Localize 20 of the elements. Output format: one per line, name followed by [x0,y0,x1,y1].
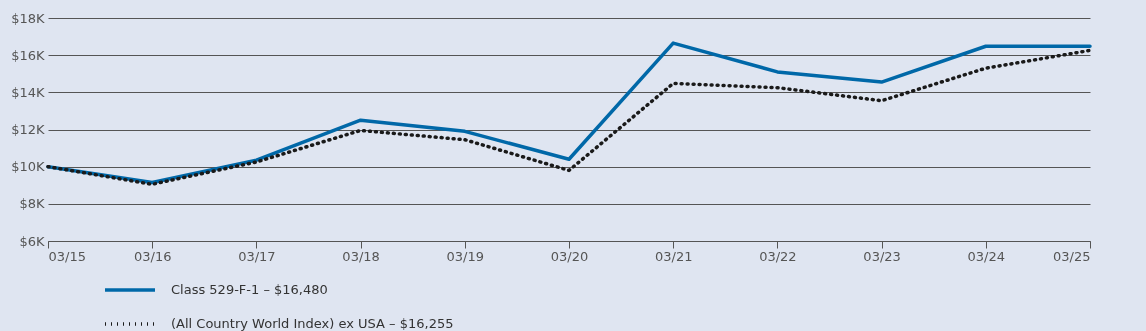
x-tick-label: 03/22 [759,248,797,264]
x-tick-label: 03/18 [342,248,380,264]
x-tick-label: 03/16 [133,248,172,264]
y-tick-label: $16K [11,47,45,63]
x-tick-label: 03/23 [863,248,901,264]
y-tick-label: $12K [11,122,45,137]
y-tick-label: $6K [19,233,45,249]
y-tick-label: $18K [11,10,45,26]
x-tick-label: 03/21 [654,248,693,264]
x-tick-label: 03/20 [550,248,589,264]
x-tick-label: 03/24 [967,248,1006,264]
y-tick-label: $14K [11,84,45,100]
x-tick-label: 03/15 [48,248,86,264]
x-tick-label: 03/25 [1053,248,1091,264]
legend-label: (All Country World Index) ex USA – $16,255 [171,316,454,331]
legend-label: Class 529-F-1 – $16,480 [171,282,328,297]
x-tick-label: 03/17 [238,248,276,264]
y-tick-label: $10K [11,159,45,175]
x-tick-label: 03/19 [446,248,485,264]
y-tick-label: $8K [19,196,45,212]
